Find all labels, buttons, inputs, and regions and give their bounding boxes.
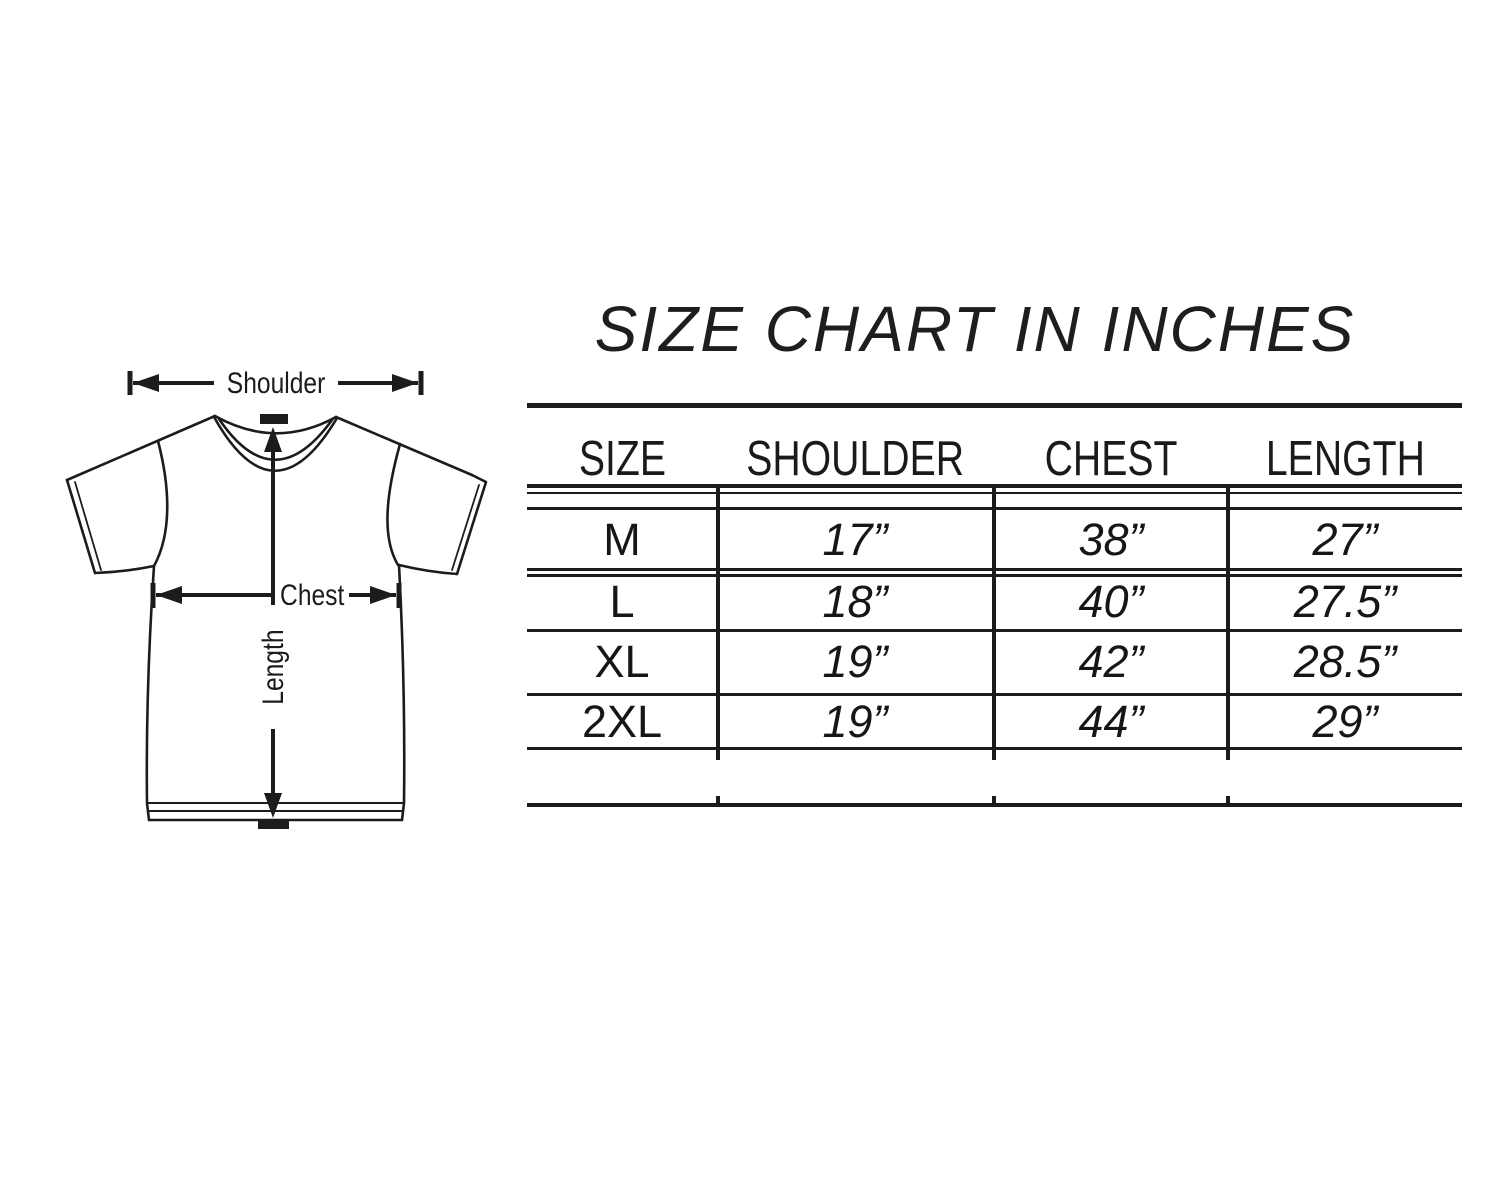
length-value: 27” [1312,514,1378,565]
table-rule-bottom [527,803,1462,807]
table-rule-top [527,403,1462,408]
length-value: 28.5” [1293,636,1397,687]
tshirt-outline [334,415,474,477]
left-armhole-seam [152,439,169,568]
table-divider-stub-3 [1226,796,1230,803]
collar-tag [260,414,288,424]
column-header-size: SIZE [528,431,716,487]
page-title: SIZE CHART IN INCHES [594,293,1356,365]
shoulder-value: 18” [822,576,888,627]
column-header-length: LENGTH [1228,431,1462,487]
collar [213,414,338,435]
column-header-chest: CHEST [994,431,1228,487]
left-sleeve-hem [74,481,102,571]
column-header-shoulder-text: SHOULDER [746,432,964,486]
chest-dimension-label: Chest [275,579,349,612]
table-divider-2 [992,484,996,760]
length-dimension-label: Length [256,605,290,729]
table-divider-stub-2 [992,796,996,803]
shoulder-value: 19” [822,696,888,747]
right-sleeve [397,563,459,576]
size-label: L [609,576,635,627]
tshirt-diagram [65,371,488,829]
length-end-bar [258,821,289,829]
chest-label-text: Chest [279,579,345,612]
column-header-length-text: LENGTH [1265,432,1425,486]
shoulder-dimension-label: Shoulder [214,367,338,400]
length-value: 27.5” [1293,576,1397,627]
left-sleeve [93,564,156,575]
chest-value: 44” [1078,696,1144,747]
tshirt-outline [65,414,217,482]
right-armhole-seam [386,442,402,567]
column-header-size-text: SIZE [578,432,666,486]
table-divider-1 [716,484,720,760]
column-header-shoulder: SHOULDER [716,431,994,487]
length-label-text: Length [256,629,290,705]
shoulder-value: 17” [822,514,888,565]
length-value: 29” [1312,696,1378,747]
size-label: M [603,514,641,565]
column-header-chest-text: CHEST [1044,432,1178,486]
chest-value: 42” [1078,636,1144,687]
left-sleeve [65,478,97,575]
right-sleeve [455,473,488,576]
size-label: XL [594,636,650,687]
shoulder-label-text: Shoulder [226,367,326,400]
table-divider-stub-1 [716,796,720,803]
right-sleeve-hem [451,484,480,571]
table-divider-3 [1226,484,1230,760]
chest-value: 38” [1078,514,1144,565]
shoulder-value: 19” [822,636,888,687]
size-label: 2XL [581,696,663,747]
chest-value: 40” [1078,576,1144,627]
